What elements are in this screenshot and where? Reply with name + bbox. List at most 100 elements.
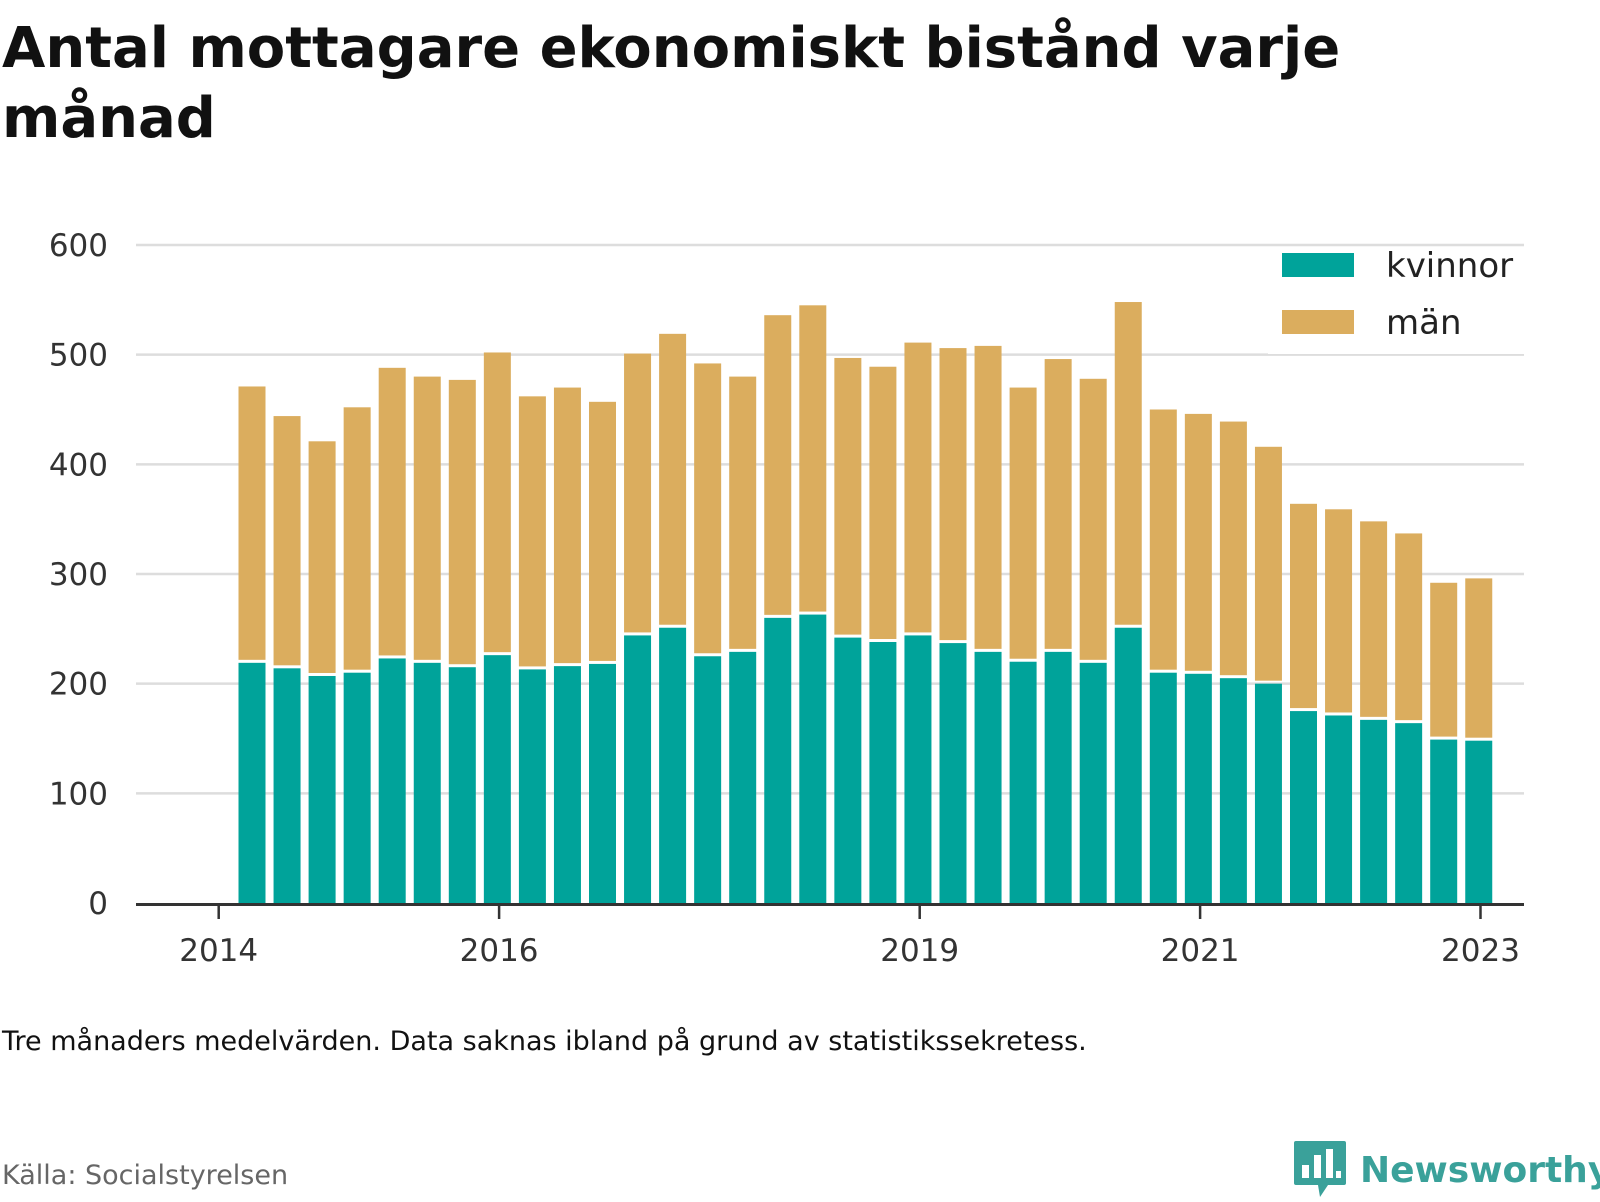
bar-man xyxy=(589,401,616,661)
bar-man xyxy=(1079,378,1107,660)
bar-kvinnor xyxy=(939,643,967,903)
bar-kvinnor xyxy=(1219,678,1247,903)
bar-man xyxy=(904,342,932,633)
bar-kvinnor xyxy=(799,614,827,903)
bar-man xyxy=(1325,509,1353,713)
chart-title: Antal mottagare ekonomiskt bistånd varje… xyxy=(2,16,1341,151)
bar-kvinnor xyxy=(553,666,581,903)
bar-man xyxy=(764,315,792,615)
legend-label: män xyxy=(1386,303,1462,343)
bar-man xyxy=(1114,302,1142,625)
bar-man xyxy=(343,407,371,670)
bar-man xyxy=(1254,446,1282,681)
y-tick-label: 100 xyxy=(49,776,108,812)
bar-man xyxy=(799,305,827,612)
bars xyxy=(238,302,1493,903)
bar-man xyxy=(238,386,266,660)
bar-man xyxy=(308,441,336,673)
bar-kvinnor xyxy=(483,655,511,903)
y-tick-label: 300 xyxy=(49,557,108,593)
bar-man xyxy=(869,366,897,639)
bar-kvinnor xyxy=(729,651,757,903)
bar-man xyxy=(1009,387,1037,659)
brand-name: Newsworthy xyxy=(1360,1149,1600,1191)
legend-swatch xyxy=(1282,253,1354,277)
bar-man xyxy=(659,333,687,625)
bar-chart-speech-bubble-icon xyxy=(1294,1141,1346,1197)
bar-man xyxy=(974,345,1002,649)
legend-swatch xyxy=(1282,310,1354,334)
bar-kvinnor xyxy=(308,675,336,903)
chart-note: Tre månaders medelvärden. Data saknas ib… xyxy=(2,1026,1087,1057)
x-tick-label: 2021 xyxy=(1161,933,1240,969)
y-tick-label: 400 xyxy=(49,447,108,483)
x-tick-label: 2014 xyxy=(179,933,258,969)
bar-man xyxy=(483,352,511,653)
bar-kvinnor xyxy=(589,663,616,903)
x-tick-label: 2016 xyxy=(460,933,539,969)
bar-kvinnor xyxy=(273,668,301,903)
y-tick-label: 600 xyxy=(49,228,108,264)
bar-kvinnor xyxy=(659,627,687,903)
bar-man xyxy=(1149,409,1177,670)
bar-man xyxy=(624,353,652,633)
chart: 0 100 200 300 400 500 600 2014 2016 2019 2021 2023… xyxy=(48,228,1536,969)
bar-man xyxy=(1360,521,1388,717)
bar-man xyxy=(518,396,546,667)
bar-man xyxy=(1430,582,1458,737)
x-tick-label: 2019 xyxy=(880,933,959,969)
bar-kvinnor xyxy=(1325,715,1353,903)
legend: kvinnor män xyxy=(1268,246,1536,354)
bar-kvinnor xyxy=(1184,673,1212,903)
x-axis-tick-labels: 2014 2016 2019 2021 2023 xyxy=(179,933,1520,969)
bar-kvinnor xyxy=(1044,651,1072,903)
bar-kvinnor xyxy=(238,662,266,903)
bar-kvinnor xyxy=(1465,740,1493,903)
bar-man xyxy=(273,416,301,666)
bar-man xyxy=(378,367,406,656)
brand-logo: Newsworthy xyxy=(1292,1138,1600,1202)
bar-man xyxy=(834,357,862,635)
bar-man xyxy=(694,363,722,654)
bar-man xyxy=(413,376,441,660)
y-axis-tick-labels: 0 100 200 300 400 500 600 xyxy=(49,228,108,922)
bar-man xyxy=(1395,533,1423,721)
bar-kvinnor xyxy=(343,672,371,903)
bar-kvinnor xyxy=(869,641,897,903)
bar-man xyxy=(1184,413,1212,671)
bar-kvinnor xyxy=(834,637,862,903)
bar-kvinnor xyxy=(1149,672,1177,903)
bar-kvinnor xyxy=(518,669,546,903)
bar-man xyxy=(448,379,476,665)
bar-kvinnor xyxy=(448,667,476,903)
source-label: Källa: Socialstyrelsen xyxy=(2,1160,289,1191)
x-axis xyxy=(136,903,1524,919)
bar-man xyxy=(729,376,757,649)
bar-kvinnor xyxy=(378,658,406,903)
bar-kvinnor xyxy=(1395,723,1423,903)
y-tick-label: 500 xyxy=(49,338,108,374)
bar-kvinnor xyxy=(1009,661,1037,903)
bar-kvinnor xyxy=(1430,739,1458,903)
bar-kvinnor xyxy=(974,651,1002,903)
y-tick-label: 0 xyxy=(88,886,108,922)
y-tick-label: 200 xyxy=(49,667,108,703)
bar-man xyxy=(939,348,967,641)
bar-kvinnor xyxy=(1079,662,1107,903)
bar-man xyxy=(1219,421,1247,676)
bar-man xyxy=(1044,359,1072,649)
bar-kvinnor xyxy=(624,635,652,903)
bar-kvinnor xyxy=(413,662,441,903)
bar-kvinnor xyxy=(1290,711,1317,903)
bar-kvinnor xyxy=(1114,627,1142,903)
bar-kvinnor xyxy=(1254,683,1282,903)
bar-kvinnor xyxy=(904,635,932,903)
bar-kvinnor xyxy=(694,656,722,903)
bar-man xyxy=(1465,578,1493,738)
bar-kvinnor xyxy=(1360,719,1388,903)
bar-man xyxy=(1290,503,1317,709)
legend-label: kvinnor xyxy=(1386,246,1513,286)
bar-man xyxy=(553,387,581,664)
x-tick-label: 2023 xyxy=(1441,933,1520,969)
bar-kvinnor xyxy=(764,617,792,903)
